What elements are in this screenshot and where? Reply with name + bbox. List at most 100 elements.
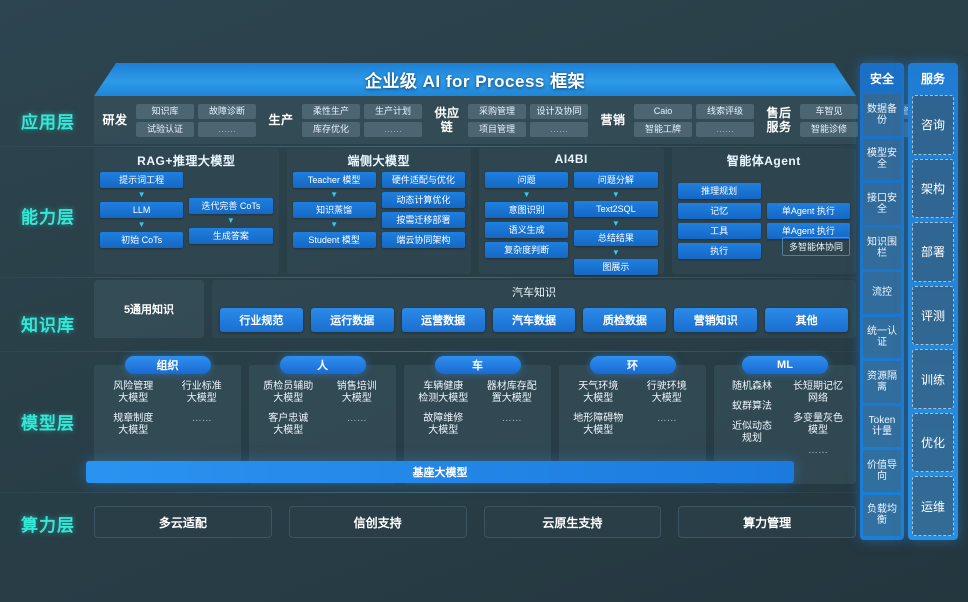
application-cell-row: 试验认证…… bbox=[136, 121, 256, 137]
capability-node[interactable]: 初始 CoTs bbox=[100, 232, 184, 248]
model-item[interactable]: …… bbox=[346, 413, 367, 424]
model-item[interactable]: 近似动态 规划 bbox=[732, 421, 772, 444]
capability-node[interactable]: 单Agent 执行 bbox=[766, 222, 850, 239]
application-cell[interactable]: 生产计划 bbox=[364, 103, 422, 119]
security-rail-item[interactable]: 数据备份 bbox=[863, 94, 901, 136]
application-cell[interactable]: …… bbox=[198, 121, 256, 137]
capability-node[interactable]: 执行 bbox=[677, 242, 761, 259]
application-cell[interactable]: 柔性生产 bbox=[302, 103, 360, 119]
model-item[interactable]: 器材库存配 置大模型 bbox=[486, 381, 537, 404]
capability-node[interactable]: 提示词工程 bbox=[100, 172, 184, 188]
model-item[interactable]: 客户忠诚 大模型 bbox=[268, 413, 309, 436]
arrow-down-icon: ▼ bbox=[611, 248, 620, 257]
knowledge-chip[interactable]: 汽车数据 bbox=[492, 308, 576, 332]
security-rail-item[interactable]: 接口安全 bbox=[863, 183, 901, 225]
capability-node[interactable]: Teacher 模型 bbox=[292, 172, 376, 188]
application-cell[interactable]: 车智见 bbox=[800, 103, 858, 119]
capability-panel: AI4BI 问题 ▼ 意图识别 语义生成 复杂度判断 问题分解 ▼ Text2SQL ▼ 总结结果 ▼… bbox=[479, 148, 664, 275]
compute-box[interactable]: 算力管理 bbox=[678, 506, 856, 538]
service-rail-item[interactable]: 运维 bbox=[912, 476, 954, 537]
application-cell[interactable]: 智能工牌 bbox=[634, 121, 692, 137]
application-cell[interactable]: Caio bbox=[634, 103, 692, 119]
service-rail-item[interactable]: 架构 bbox=[912, 158, 954, 219]
knowledge-general-box[interactable]: 5通用知识 bbox=[94, 280, 204, 338]
capability-node[interactable]: 问题 bbox=[485, 172, 569, 188]
compute-box[interactable]: 云原生支持 bbox=[483, 506, 662, 538]
application-cell[interactable]: 采购管理 bbox=[468, 103, 526, 119]
model-item[interactable]: …… bbox=[808, 445, 828, 456]
service-rail-item[interactable]: 优化 bbox=[912, 412, 954, 473]
capability-node[interactable]: 意图识别 bbox=[485, 202, 569, 218]
capability-node[interactable]: 图展示 bbox=[574, 259, 658, 275]
capability-node[interactable]: 端云协同架构 bbox=[381, 232, 465, 248]
knowledge-chip[interactable]: 运营数据 bbox=[401, 308, 485, 332]
arrow-down-icon: ▼ bbox=[330, 220, 339, 229]
security-rail-item[interactable]: 负载均衡 bbox=[863, 494, 901, 536]
knowledge-chip[interactable]: 营销知识 bbox=[674, 308, 758, 332]
model-item[interactable]: …… bbox=[191, 413, 212, 424]
capability-node[interactable]: Text2SQL bbox=[574, 201, 658, 217]
compute-box[interactable]: 信创支持 bbox=[288, 506, 467, 538]
model-item[interactable]: 蚁群算法 bbox=[732, 401, 772, 412]
security-rail-item[interactable]: 价值导向 bbox=[863, 450, 901, 492]
model-item[interactable]: 故障维修 大模型 bbox=[423, 413, 464, 436]
model-item[interactable]: 车辆健康 检测大模型 bbox=[418, 381, 469, 404]
capability-node[interactable]: 语义生成 bbox=[485, 222, 569, 238]
model-item[interactable]: 长短期记忆 网络 bbox=[793, 381, 843, 404]
capability-node[interactable]: 问题分解 bbox=[574, 172, 658, 188]
model-item[interactable]: 风险管理 大模型 bbox=[113, 381, 154, 404]
application-cell[interactable]: 线索评级 bbox=[696, 103, 754, 119]
capability-node[interactable]: Student 模型 bbox=[292, 232, 376, 248]
capability-node[interactable]: 记忆 bbox=[677, 202, 761, 219]
knowledge-chip[interactable]: 其他 bbox=[765, 308, 849, 332]
security-rail-item[interactable]: 资源隔离 bbox=[863, 361, 901, 403]
capability-node[interactable]: LLM bbox=[100, 202, 184, 218]
model-item[interactable]: 质检员辅助 大模型 bbox=[263, 381, 314, 404]
application-cell[interactable]: …… bbox=[696, 121, 754, 137]
security-rail-item[interactable]: 模型安全 bbox=[863, 138, 901, 180]
service-rail-item[interactable]: 部署 bbox=[912, 222, 954, 282]
application-cell[interactable]: 项目管理 bbox=[468, 121, 526, 137]
application-cell[interactable]: 设计及协同 bbox=[530, 103, 588, 119]
capability-node[interactable]: 迭代完善 CoTs bbox=[189, 197, 273, 214]
compute-box[interactable]: 多云适配 bbox=[94, 506, 272, 538]
capability-node[interactable]: 动态计算优化 bbox=[381, 192, 465, 208]
application-cell[interactable]: 试验认证 bbox=[136, 121, 194, 137]
capability-node[interactable]: 复杂度判断 bbox=[485, 242, 569, 258]
application-cell[interactable]: …… bbox=[530, 121, 588, 137]
model-item[interactable]: 随机森林 bbox=[732, 381, 772, 392]
capability-node[interactable]: 推理规划 bbox=[677, 182, 761, 199]
model-item[interactable]: 行业标准 大模型 bbox=[181, 381, 222, 404]
capability-node[interactable]: 硬件适配与优化 bbox=[381, 172, 465, 188]
application-cell[interactable]: 知识库 bbox=[136, 103, 194, 119]
model-item[interactable]: 行驶环境 大模型 bbox=[646, 381, 687, 404]
model-item[interactable]: 地形障碍物 大模型 bbox=[573, 413, 624, 436]
service-rail-item[interactable]: 评测 bbox=[912, 285, 954, 346]
security-rail-item[interactable]: 知识围栏 bbox=[863, 227, 901, 269]
arrow-down-icon: ▼ bbox=[522, 190, 531, 199]
model-item[interactable]: 天气环境 大模型 bbox=[578, 381, 619, 404]
application-cell[interactable]: 智能诊修 bbox=[800, 121, 858, 137]
security-rail-item[interactable]: 统一认证 bbox=[863, 316, 901, 358]
model-item[interactable]: 销售培训 大模型 bbox=[336, 381, 377, 404]
capability-node[interactable]: 生成答案 bbox=[189, 227, 273, 244]
model-item[interactable]: …… bbox=[656, 413, 677, 424]
application-cell[interactable]: …… bbox=[364, 121, 422, 137]
knowledge-chip[interactable]: 质检数据 bbox=[583, 308, 667, 332]
security-rail-item[interactable]: Token 计量 bbox=[863, 405, 901, 447]
service-rail-item[interactable]: 训练 bbox=[912, 349, 954, 409]
capability-node[interactable]: 知识蒸馏 bbox=[292, 202, 376, 218]
model-item[interactable]: 规章制度 大模型 bbox=[113, 413, 154, 436]
knowledge-chip[interactable]: 行业规范 bbox=[220, 308, 303, 332]
security-rail-item[interactable]: 流控 bbox=[863, 272, 901, 314]
service-rail-item[interactable]: 咨询 bbox=[912, 95, 954, 155]
capability-node[interactable]: 单Agent 执行 bbox=[766, 202, 850, 219]
knowledge-chip[interactable]: 运行数据 bbox=[310, 308, 394, 332]
capability-node[interactable]: 总结结果 bbox=[574, 230, 658, 246]
model-item[interactable]: 多变量灰色 模型 bbox=[793, 413, 843, 436]
application-cell[interactable]: 故障诊断 bbox=[198, 103, 256, 119]
capability-node[interactable]: 按需迁移部署 bbox=[381, 212, 465, 228]
model-item[interactable]: …… bbox=[501, 413, 522, 424]
application-cell[interactable]: 库存优化 bbox=[302, 121, 360, 137]
capability-node[interactable]: 工具 bbox=[677, 222, 761, 239]
